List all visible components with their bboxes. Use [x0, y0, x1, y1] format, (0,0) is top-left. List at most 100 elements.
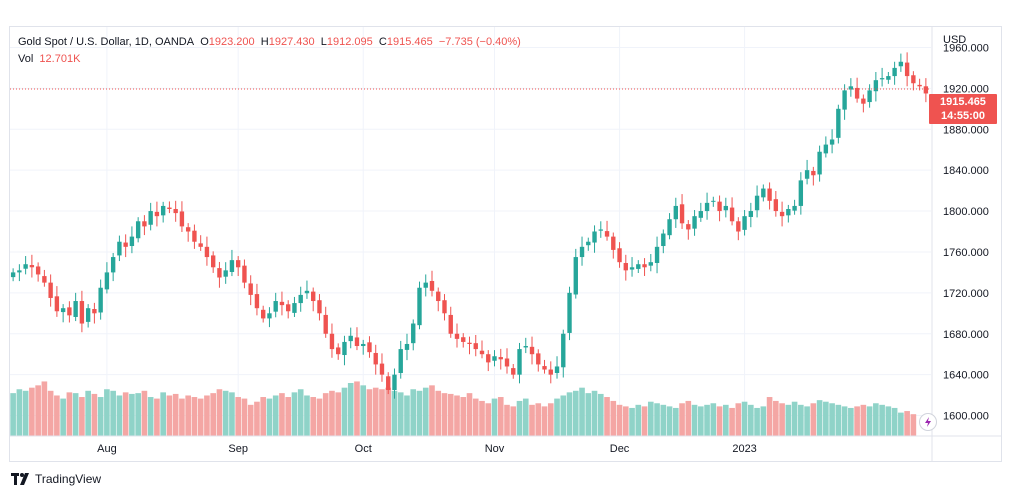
y-tick-label: 1760.000 — [943, 247, 989, 259]
volume-bar — [341, 387, 348, 436]
symbol-title[interactable]: Gold Spot / U.S. Dollar, 1D, OANDA — [18, 36, 195, 48]
volume-bar — [91, 393, 98, 436]
volume-bar — [235, 397, 242, 436]
volume-bar — [622, 406, 629, 436]
volume-bar — [510, 406, 517, 436]
volume-bar — [16, 389, 23, 436]
candle-body — [60, 308, 66, 313]
volume-bar — [72, 393, 79, 436]
volume-bar — [204, 395, 210, 436]
candle-body — [198, 243, 203, 247]
candle-body — [248, 283, 253, 295]
volume-bar — [166, 395, 173, 436]
tradingview-logo[interactable]: TradingView — [11, 472, 101, 486]
volume-bar — [547, 403, 554, 436]
scroll-to-realtime-button[interactable] — [919, 413, 937, 431]
x-tick-label: Sep — [228, 443, 248, 455]
volume-bar — [460, 397, 467, 436]
candle-body — [548, 369, 553, 375]
tradingview-logo-icon — [11, 473, 29, 485]
candle-body — [886, 76, 891, 80]
volume-bar — [529, 404, 535, 436]
candle-body — [261, 309, 266, 319]
volume-bar — [479, 400, 485, 436]
volume-bar — [554, 398, 560, 436]
candle-body — [654, 246, 660, 263]
candle-body — [486, 354, 491, 363]
volume-bar — [579, 387, 585, 436]
candle-body — [54, 296, 60, 312]
candle-body — [67, 307, 72, 316]
candle-body — [417, 287, 422, 326]
volume-bar — [691, 404, 698, 436]
x-tick-label: Aug — [97, 443, 117, 455]
volume-bar — [629, 407, 635, 436]
candle-body — [148, 211, 153, 225]
volume-bar — [41, 381, 48, 436]
volume-bar — [466, 393, 473, 436]
candle-body — [448, 314, 453, 334]
candle-body — [467, 342, 472, 344]
volume-bar — [616, 404, 623, 436]
candle-body — [704, 202, 710, 212]
candle-body — [348, 335, 353, 342]
volume-bar — [660, 404, 667, 436]
volume-bar — [310, 397, 317, 436]
volume-bar — [898, 412, 904, 436]
candle-body — [135, 221, 141, 239]
candle-body — [223, 270, 228, 277]
volume-bar — [485, 403, 492, 436]
candle-body — [498, 357, 503, 360]
candle-body — [573, 257, 578, 295]
chart-frame[interactable] — [9, 26, 1002, 462]
candle-body — [542, 366, 547, 370]
volume-bar — [210, 393, 216, 436]
volume-bar — [122, 392, 129, 436]
open-value: 1923.200 — [208, 36, 255, 48]
volume-bar — [129, 393, 135, 436]
candle-body — [854, 87, 860, 99]
volume-bar — [316, 398, 323, 436]
candle-body — [117, 241, 122, 256]
candle-body — [286, 304, 291, 312]
volume-bar — [541, 406, 548, 436]
candle-body — [367, 342, 372, 353]
candle-body — [767, 188, 772, 201]
volume-bar — [260, 397, 267, 436]
candle-body — [123, 242, 128, 247]
candle-body — [779, 211, 785, 217]
volume-bar — [773, 400, 779, 436]
candle-body — [10, 272, 16, 278]
current-price-badge: 1915.465 14:55:00 — [929, 94, 997, 124]
volume-bar — [85, 390, 91, 436]
candle-body — [323, 314, 328, 334]
candle-body — [336, 347, 341, 355]
volume-bar — [491, 398, 498, 436]
volume-bar — [823, 401, 829, 436]
volume-bar — [104, 389, 110, 436]
high-value: 1927.430 — [268, 36, 315, 48]
candle-body — [279, 301, 285, 306]
vol-label[interactable]: Vol — [18, 53, 34, 65]
volume-bar — [329, 390, 335, 436]
candle-body — [529, 346, 535, 355]
volume-bar — [29, 387, 35, 436]
candle-body — [398, 349, 403, 374]
volume-bar — [372, 387, 379, 436]
candle-body — [210, 255, 216, 268]
candle-body — [386, 376, 391, 390]
candle-body — [723, 205, 729, 211]
candle-body — [848, 86, 854, 90]
currency-label[interactable]: USD — [943, 34, 967, 46]
y-tick-label: 1880.000 — [943, 124, 989, 136]
candle-body — [173, 209, 178, 214]
volume-bar — [10, 393, 16, 436]
volume-bar — [854, 406, 860, 436]
candle-body — [479, 350, 485, 355]
volume-bar — [266, 398, 273, 436]
candle-body — [273, 301, 278, 312]
candle-body — [879, 78, 885, 80]
volume-bar — [560, 395, 567, 436]
open-label: O — [200, 36, 209, 48]
